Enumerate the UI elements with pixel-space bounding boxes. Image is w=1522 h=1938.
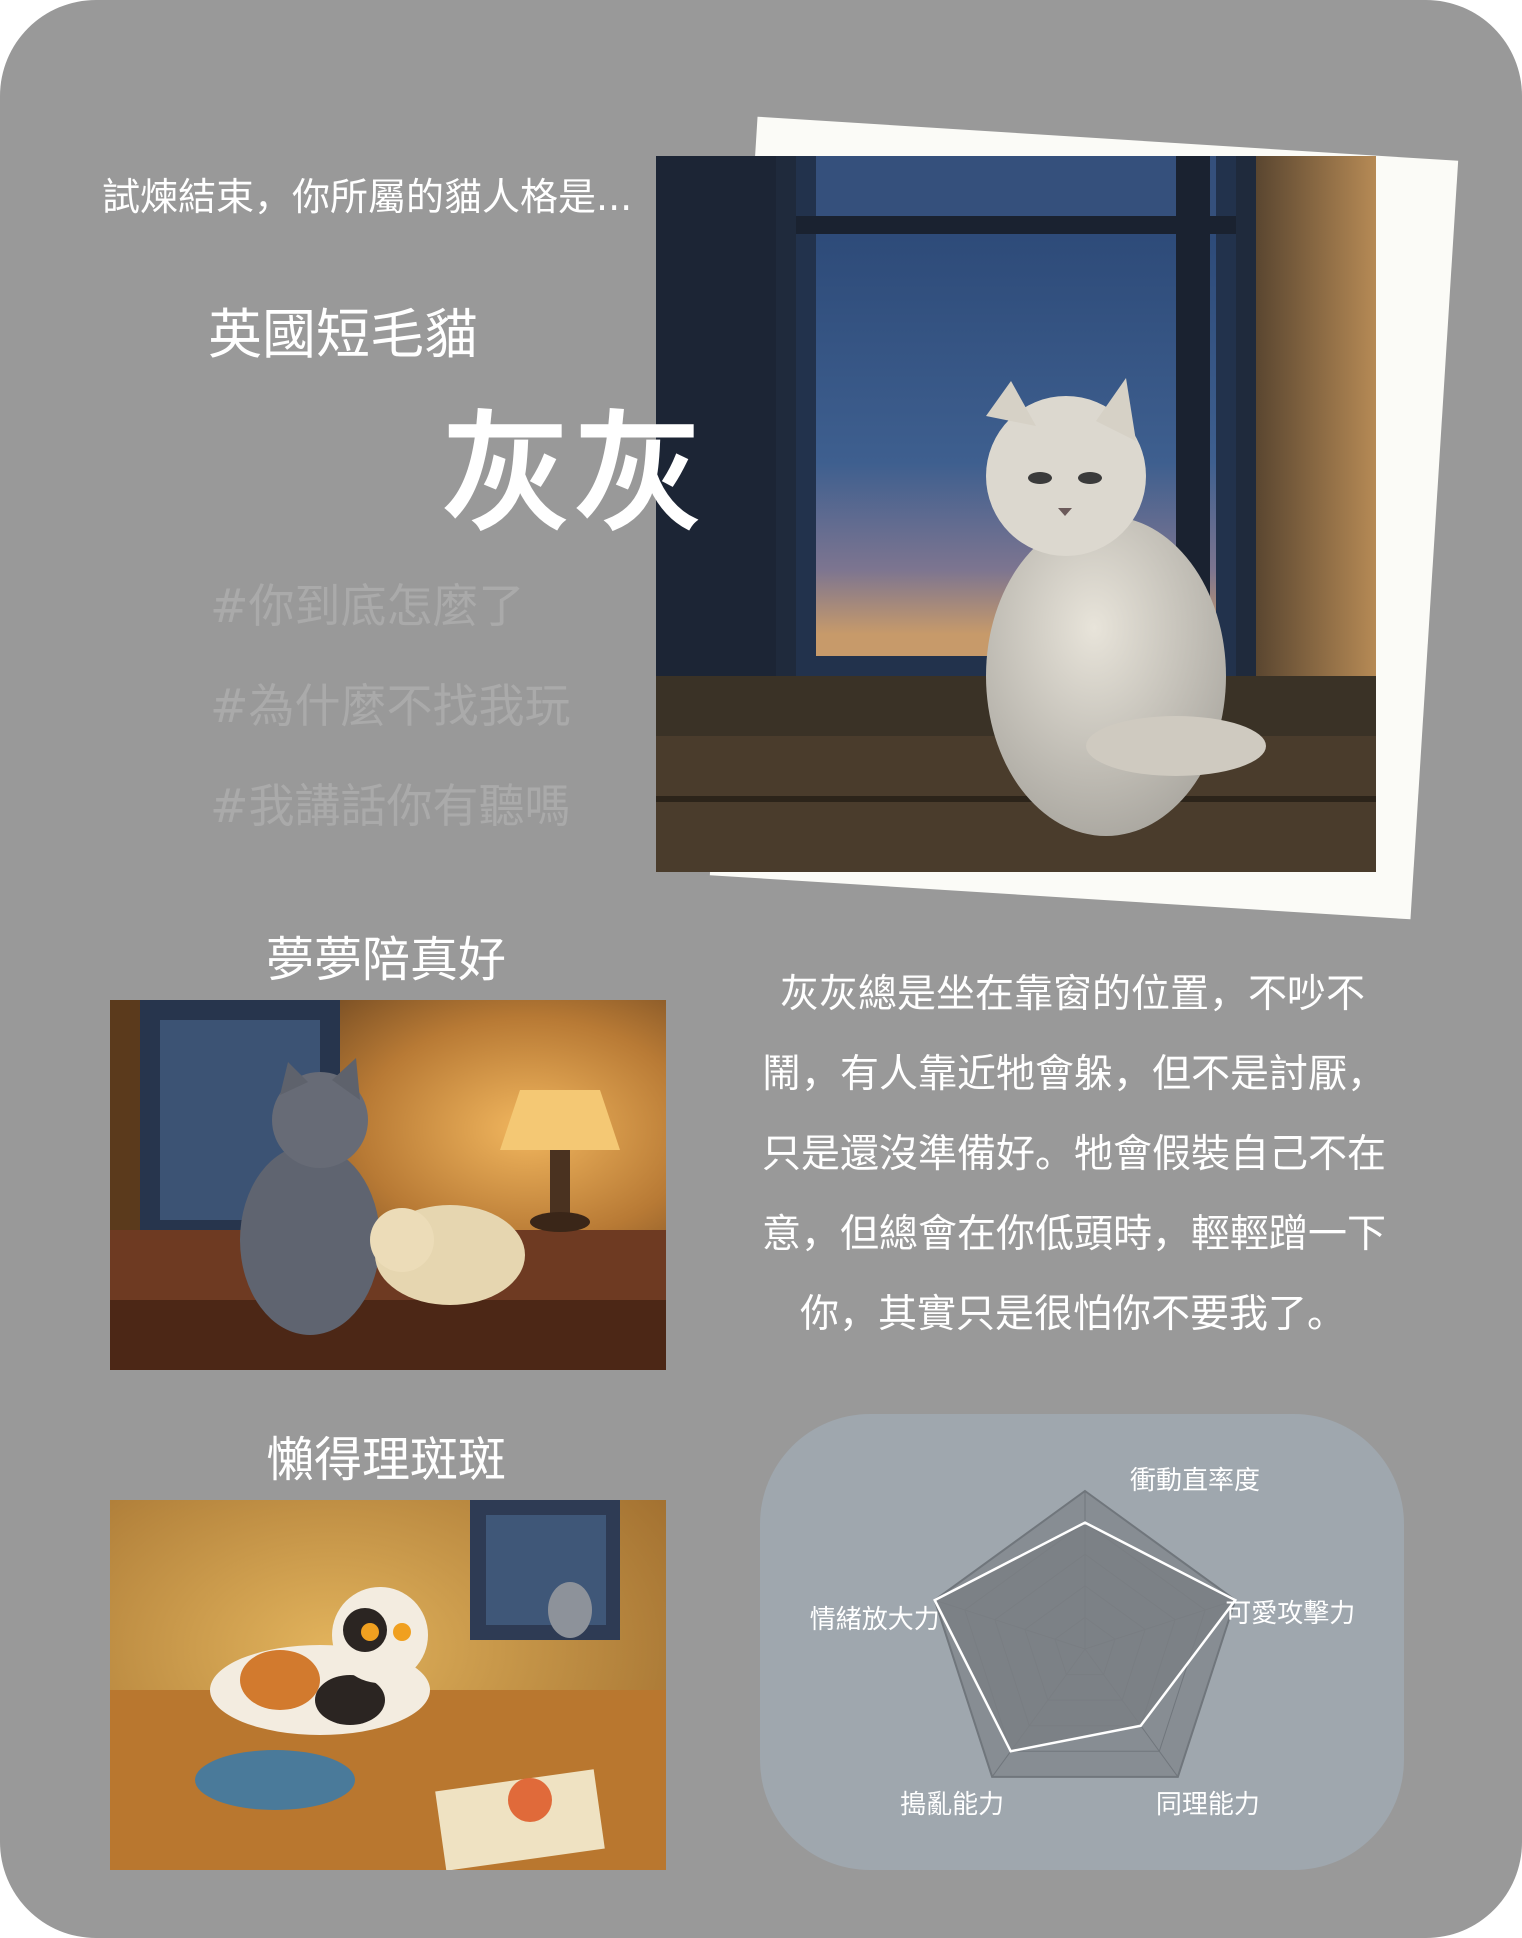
hashtag: #你到底怎麼了 [210,579,525,633]
description-line: 鬧，有人靠近牠會躲，但不是討厭， [762,1052,1387,1097]
intro-text: 試煉結束，你所屬的貓人格是... [102,175,633,219]
radar-axis-label: 衝動直率度 [1130,1466,1260,1496]
breed-title: 英國短毛貓 [208,303,478,366]
description-line: 意，但總會在你低頭時，輕輕蹭一下 [762,1212,1387,1257]
companion-title: 夢夢陪真好 [266,932,507,988]
radar-axis-label: 情緒放大力 [810,1605,940,1635]
cat-name: 灰灰 [442,400,707,549]
description-line: 只是還沒準備好。牠會假裝自己不在 [762,1132,1387,1177]
radar-axis-label: 可愛攻擊力 [1225,1599,1355,1629]
hashtag: #為什麼不找我玩 [210,679,571,733]
main-cat-painting [656,156,1376,872]
radar-data-area [933,1521,1238,1753]
radar-axis-label: 同理能力 [1156,1790,1260,1820]
radar-axis-label: 搗亂能力 [900,1790,1004,1820]
description-line: 灰灰總是坐在靠窗的位置，不吵不 [780,972,1366,1017]
companion-painting-calico-cat [110,1500,666,1870]
companion-title: 懶得理斑斑 [266,1432,507,1488]
companion-painting-sleeping-cat [110,1000,666,1370]
hashtag: #我講話你有聽嗎 [210,779,571,833]
radar-chart-panel: 衝動直率度可愛攻擊力同理能力 搗亂能力 情緒放大力 [760,1414,1404,1870]
radar-grid-ring [933,1489,1237,1778]
description-line: 你，其實只是很怕你不要我了。 [800,1292,1347,1337]
